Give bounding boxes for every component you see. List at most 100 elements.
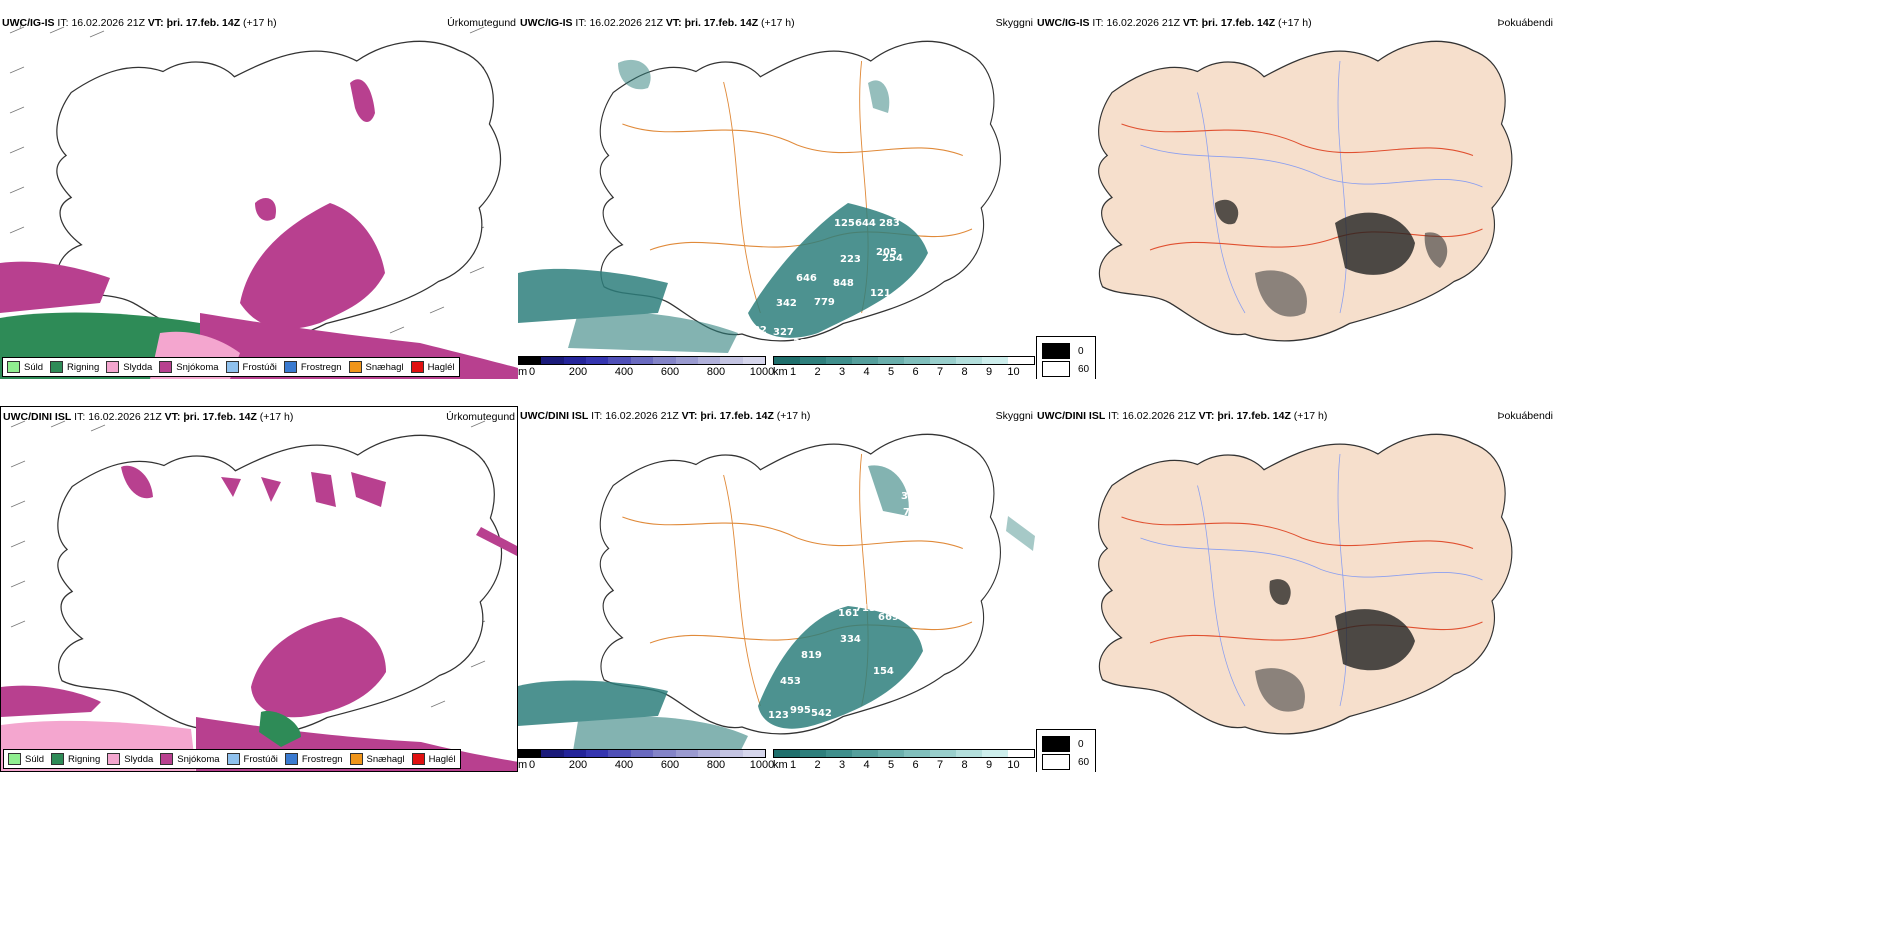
panel-title: UWC/DINI ISL IT: 16.02.2026 21Z VT: þri.… bbox=[520, 410, 811, 422]
visibility-value-label: 715 bbox=[855, 603, 876, 614]
visibility-scale-tick: 2 bbox=[814, 366, 821, 378]
visibility-scale-tick: 1 bbox=[789, 759, 797, 771]
visibility-value-label: 644 bbox=[855, 218, 876, 229]
legend-item-slydda: Slydda bbox=[106, 361, 152, 373]
legend-item-snæhagl: Snæhagl bbox=[349, 753, 405, 765]
visibility-scale-unit: km bbox=[773, 366, 788, 378]
fog-swatch-high bbox=[1042, 361, 1070, 377]
visibility-value-label: 327 bbox=[773, 327, 794, 338]
visibility-colorbar: km 1 2 3 4 5 6 7 8 9 10 bbox=[773, 749, 1035, 772]
visibility-scale-tick: 9 bbox=[985, 759, 993, 771]
fog-swatch-low bbox=[1042, 343, 1070, 359]
height-scale-tick: 200 bbox=[568, 759, 588, 771]
visibility-value-label: 121 bbox=[870, 288, 891, 299]
height-scale-tick: 1000 bbox=[749, 759, 775, 771]
panel-title: UWC/DINI ISL IT: 16.02.2026 21Z VT: þri.… bbox=[1037, 410, 1328, 422]
legend-label: Frostúði bbox=[243, 753, 278, 765]
visibility-value-label: 123 bbox=[768, 710, 789, 721]
height-scale-unit: m bbox=[518, 366, 528, 378]
fog-index-areas bbox=[1255, 579, 1415, 712]
legend-item-rigning: Rigning bbox=[50, 361, 99, 373]
visibility-colorbar: km 1 2 3 4 5 6 7 8 9 10 bbox=[773, 356, 1035, 379]
legend-label: Frostregn bbox=[300, 361, 342, 373]
height-scale-tick: 0 bbox=[528, 759, 536, 771]
visibility-scale-tick: 7 bbox=[936, 366, 944, 378]
fog-swatch-high bbox=[1042, 754, 1070, 770]
visibility-value-label: 283 bbox=[879, 218, 900, 229]
legend-swatch bbox=[349, 753, 363, 765]
legend-label: Snæhagl bbox=[365, 361, 404, 373]
panel-type-label: Þokuábendi bbox=[1497, 17, 1553, 29]
fog-swatch-low bbox=[1042, 736, 1070, 752]
legend-swatch bbox=[284, 753, 298, 765]
visibility-scale-strip bbox=[773, 749, 1035, 758]
legend-label: Slydda bbox=[124, 753, 154, 765]
legend-swatch bbox=[7, 361, 20, 373]
panel-title: UWC/IG-IS IT: 16.02.2026 21Z VT: þri. 17… bbox=[1037, 17, 1312, 29]
legend-swatch bbox=[159, 361, 173, 373]
low-visibility-areas bbox=[518, 465, 1035, 756]
fog-map bbox=[1098, 40, 1513, 342]
fog-index-areas bbox=[1215, 199, 1448, 317]
visibility-value-label: 669 bbox=[878, 612, 899, 623]
legend-item-snjókoma: Snjókoma bbox=[160, 753, 220, 765]
visibility-value-label: 995 bbox=[790, 705, 811, 716]
legend-swatch bbox=[225, 361, 239, 373]
legend-item-frostúði: Frostúði bbox=[226, 753, 278, 765]
visibility-value-label: 143 bbox=[784, 594, 805, 605]
legend-swatch bbox=[283, 361, 297, 373]
visibility-scale-tick: 8 bbox=[961, 759, 968, 771]
panel-title: UWC/DINI ISL IT: 16.02.2026 21Z VT: þri.… bbox=[3, 411, 294, 423]
fog-index-legend: 0 60 bbox=[1036, 336, 1096, 379]
legend-item-rigning: Rigning bbox=[51, 753, 100, 765]
visibility-value-label: 254 bbox=[882, 253, 903, 264]
height-scale-tick: 800 bbox=[706, 366, 726, 378]
visibility-scale-tick: 9 bbox=[985, 366, 993, 378]
legend-swatch bbox=[160, 753, 174, 765]
visibility-value-label: 542 bbox=[811, 708, 832, 719]
legend-item-haglél: Haglél bbox=[410, 361, 455, 373]
visibility-value-label: 453 bbox=[780, 676, 801, 687]
road-network bbox=[1121, 516, 1483, 644]
legend-swatch bbox=[106, 361, 120, 373]
legend-swatch bbox=[411, 753, 425, 765]
legend-swatch bbox=[8, 753, 21, 765]
visibility-scale-tick: 3 bbox=[838, 759, 846, 771]
legend-item-súld: Súld bbox=[7, 361, 43, 373]
legend-label: Snjókoma bbox=[176, 361, 219, 373]
height-scale-unit: m bbox=[518, 759, 528, 771]
height-colorbar: m 0 200 400 600 800 1000 bbox=[518, 356, 774, 379]
height-scale-strip bbox=[518, 749, 766, 758]
visibility-scale-tick: 6 bbox=[912, 366, 919, 378]
height-scale-strip bbox=[518, 356, 766, 365]
legend-swatch bbox=[107, 753, 121, 765]
height-colorbar: m 0 200 400 600 800 1000 bbox=[518, 749, 774, 772]
fog-panel-row2: UWC/DINI ISL IT: 16.02.2026 21Z VT: þri.… bbox=[1035, 406, 1555, 772]
legend-swatch bbox=[50, 361, 64, 373]
legend-item-snæhagl: Snæhagl bbox=[348, 361, 404, 373]
visibility-scale-tick: 10 bbox=[1007, 759, 1020, 771]
visibility-value-label: 148 bbox=[740, 205, 761, 216]
height-scale-tick: 400 bbox=[614, 759, 634, 771]
snowfall-areas bbox=[0, 79, 385, 329]
legend-label: Haglél bbox=[428, 753, 456, 765]
visibility-scale-tick: 2 bbox=[814, 759, 821, 771]
visibility-value-label: 779 bbox=[814, 297, 835, 308]
visibility-value-label: 154 bbox=[873, 666, 894, 677]
visibility-scale-unit: km bbox=[773, 759, 788, 771]
legend-label: Slydda bbox=[123, 361, 153, 373]
low-visibility-areas bbox=[518, 59, 928, 353]
visibility-scale-tick: 4 bbox=[863, 759, 870, 771]
legend-item-frostregn: Frostregn bbox=[283, 361, 342, 373]
precip-content-row1: UWC/IG-IS IT: 16.02.2026 21Z VT: þri. 17… bbox=[0, 13, 518, 379]
visibility-value-label: 205 bbox=[876, 247, 897, 258]
visibility-value-label: 819 bbox=[801, 650, 822, 661]
legend-item-snjókoma: Snjókoma bbox=[159, 361, 219, 373]
height-scale-tick: 800 bbox=[706, 759, 726, 771]
precip-type-legend: Súld Rigning Slydda Snjókoma Frostúði Frostre… bbox=[3, 749, 461, 769]
legend-label: Súld bbox=[25, 753, 45, 765]
